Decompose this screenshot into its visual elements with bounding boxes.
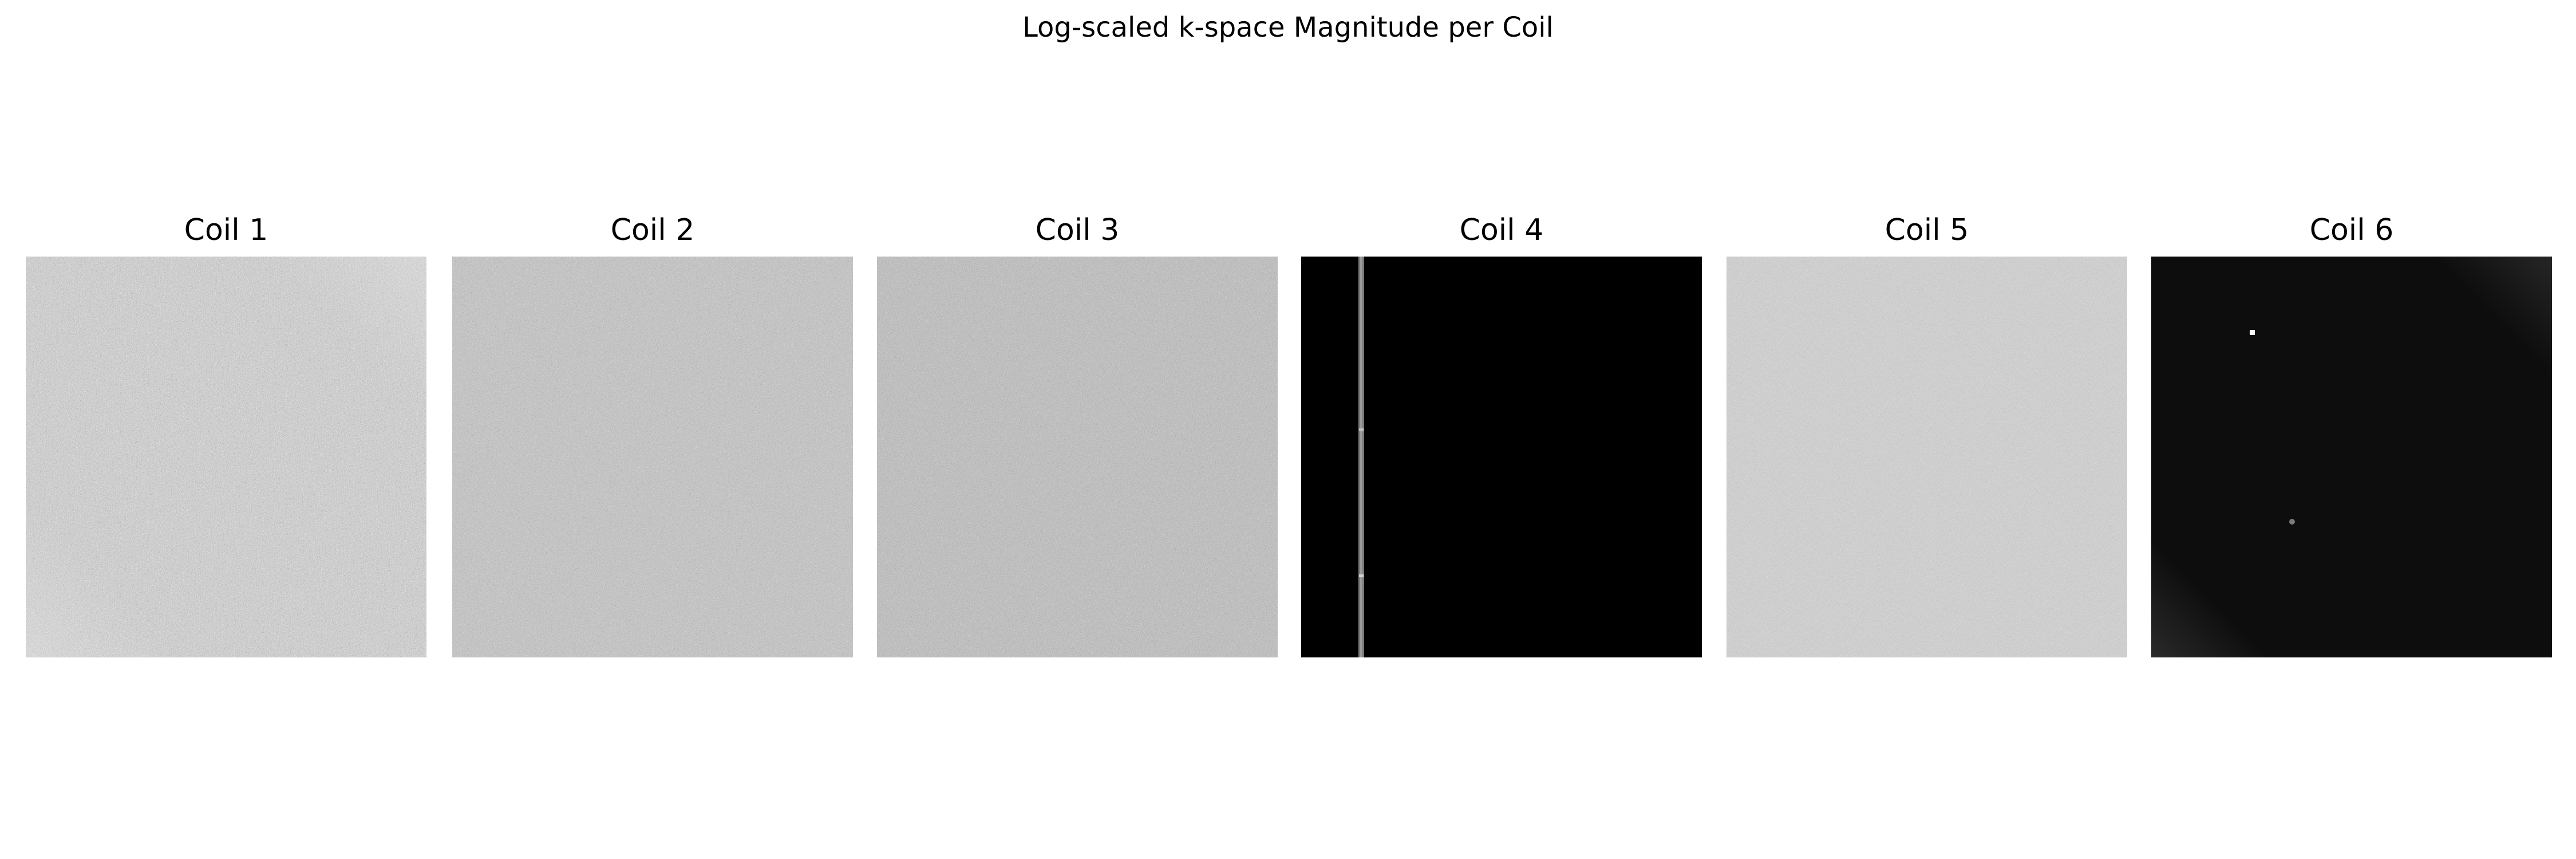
coil-image-5: [1726, 257, 2127, 657]
coil-panel-6: Coil 6: [2151, 212, 2552, 657]
coil-title-2: Coil 2: [610, 213, 695, 247]
coil-image-1: [26, 257, 426, 657]
coil-title-4: Coil 4: [1459, 213, 1544, 247]
coil-title-5: Coil 5: [1884, 213, 1969, 247]
coil-panel-3: Coil 3: [877, 212, 1278, 657]
coil-image-2: [452, 257, 853, 657]
coil-panel-1: Coil 1: [26, 212, 426, 657]
coil-title-3: Coil 3: [1035, 213, 1120, 247]
figure-title: Log-scaled k-space Magnitude per Coil: [1022, 11, 1554, 44]
coil-panel-4: Coil 4: [1301, 212, 1702, 657]
coil-title-1: Coil 1: [184, 213, 268, 247]
coil-panel-2: Coil 2: [452, 212, 853, 657]
coil-image-4: [1301, 257, 1702, 657]
coil-title-6: Coil 6: [2309, 213, 2394, 247]
coil-image-6: [2151, 257, 2552, 657]
coil-panel-5: Coil 5: [1726, 212, 2127, 657]
coil-image-3: [877, 257, 1278, 657]
